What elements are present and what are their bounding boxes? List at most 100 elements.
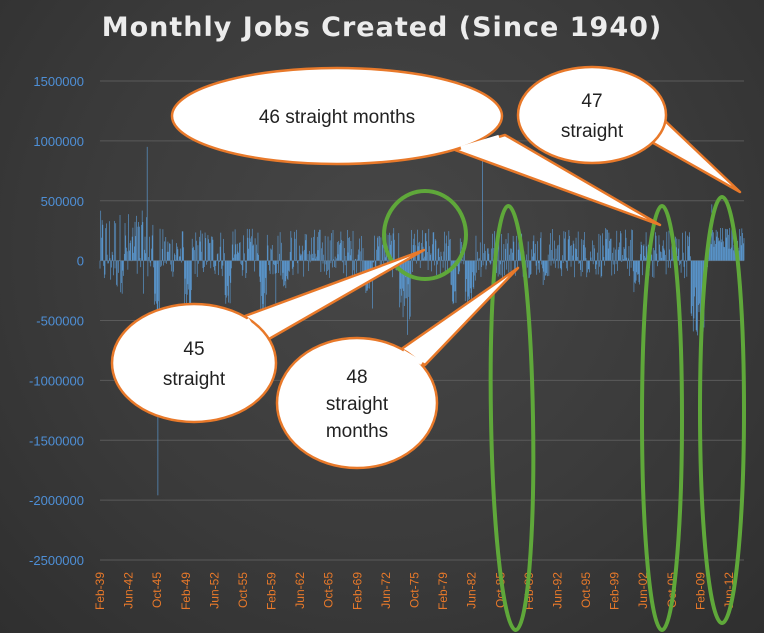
bar <box>420 260 422 262</box>
bar <box>510 260 512 277</box>
bar <box>106 254 108 261</box>
callout-text-line: months <box>326 421 388 442</box>
bar <box>394 239 395 261</box>
x-tick-label: Jun-02 <box>636 572 650 609</box>
bar <box>435 240 437 261</box>
bar <box>211 236 213 261</box>
bar <box>361 235 362 261</box>
bar <box>600 235 601 261</box>
bar <box>727 234 729 261</box>
bar <box>439 260 441 274</box>
bar <box>257 232 259 261</box>
bar <box>360 260 362 278</box>
bar <box>270 248 272 261</box>
bar <box>721 239 723 261</box>
x-tick-label: Jun-82 <box>465 572 479 609</box>
callout-ellipse <box>516 65 668 165</box>
bar <box>637 260 639 275</box>
bar <box>455 260 457 303</box>
bar <box>101 237 102 261</box>
bar <box>645 257 646 261</box>
bar <box>732 231 733 261</box>
bar <box>244 253 245 261</box>
bar <box>200 230 202 261</box>
bar <box>324 260 325 272</box>
bar <box>103 260 104 266</box>
bar <box>699 260 701 304</box>
bar <box>627 260 628 269</box>
bar <box>131 260 132 262</box>
bar <box>554 260 556 268</box>
bar <box>407 260 408 335</box>
bar <box>235 244 237 261</box>
bar <box>560 260 562 270</box>
bar <box>186 260 187 319</box>
bar <box>489 260 491 265</box>
bar <box>146 146 148 261</box>
bar <box>415 260 417 261</box>
bar <box>577 231 579 261</box>
bar <box>479 258 480 261</box>
bar <box>715 244 716 261</box>
bar <box>549 244 550 261</box>
bar <box>626 257 628 261</box>
bar <box>684 260 685 279</box>
bar <box>670 259 672 261</box>
bar <box>315 258 317 261</box>
bar <box>194 250 195 261</box>
bar <box>274 260 276 274</box>
bar <box>106 223 107 261</box>
bar <box>539 238 541 261</box>
bar <box>638 260 640 283</box>
bar <box>692 260 694 332</box>
x-tick-label: Oct-55 <box>236 572 250 608</box>
bar <box>364 260 365 278</box>
bar <box>430 253 432 261</box>
bar <box>245 260 247 279</box>
bar <box>190 260 192 306</box>
bar <box>622 255 623 261</box>
bar <box>501 234 503 261</box>
bar <box>714 240 716 261</box>
bar <box>558 244 560 261</box>
bar <box>460 260 462 264</box>
bar <box>147 260 149 277</box>
bar <box>465 260 467 292</box>
bar <box>210 260 212 269</box>
bar <box>466 260 467 279</box>
bar <box>567 239 569 261</box>
bar <box>632 230 633 261</box>
bar <box>645 232 647 261</box>
bar <box>239 242 240 261</box>
bar <box>514 260 515 272</box>
bar <box>281 260 283 280</box>
bar <box>679 260 680 266</box>
bar <box>504 260 505 276</box>
bar <box>680 260 682 273</box>
bar <box>449 239 450 261</box>
bar <box>532 256 533 261</box>
bar <box>199 236 200 261</box>
bar <box>697 260 698 336</box>
bar <box>181 231 183 261</box>
bar <box>329 240 331 261</box>
bar <box>552 229 553 261</box>
bar <box>477 258 479 261</box>
bar <box>214 260 216 274</box>
callout-text: 48 straight months <box>326 367 389 442</box>
bar <box>150 260 152 267</box>
bar <box>693 260 695 319</box>
bar <box>337 254 339 261</box>
bar <box>541 260 543 265</box>
bar <box>491 248 493 261</box>
bar <box>669 249 670 261</box>
bar <box>99 260 101 269</box>
bar <box>534 243 536 261</box>
bar <box>740 236 741 261</box>
bar <box>226 260 228 286</box>
bar <box>359 238 360 261</box>
bar <box>338 240 340 261</box>
bar <box>469 260 470 299</box>
bar <box>569 235 570 261</box>
bar <box>259 260 260 277</box>
